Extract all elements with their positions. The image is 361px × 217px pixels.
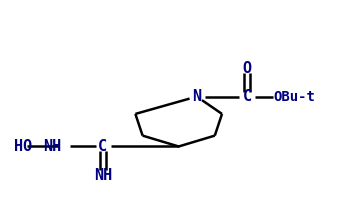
Text: N: N <box>192 89 201 104</box>
Text: NH: NH <box>43 139 61 154</box>
Text: NH: NH <box>94 168 112 183</box>
Text: C: C <box>98 139 108 154</box>
Text: OBu-t: OBu-t <box>274 90 316 104</box>
Text: C: C <box>243 89 252 104</box>
Text: HO: HO <box>14 139 33 154</box>
Text: O: O <box>243 61 252 76</box>
